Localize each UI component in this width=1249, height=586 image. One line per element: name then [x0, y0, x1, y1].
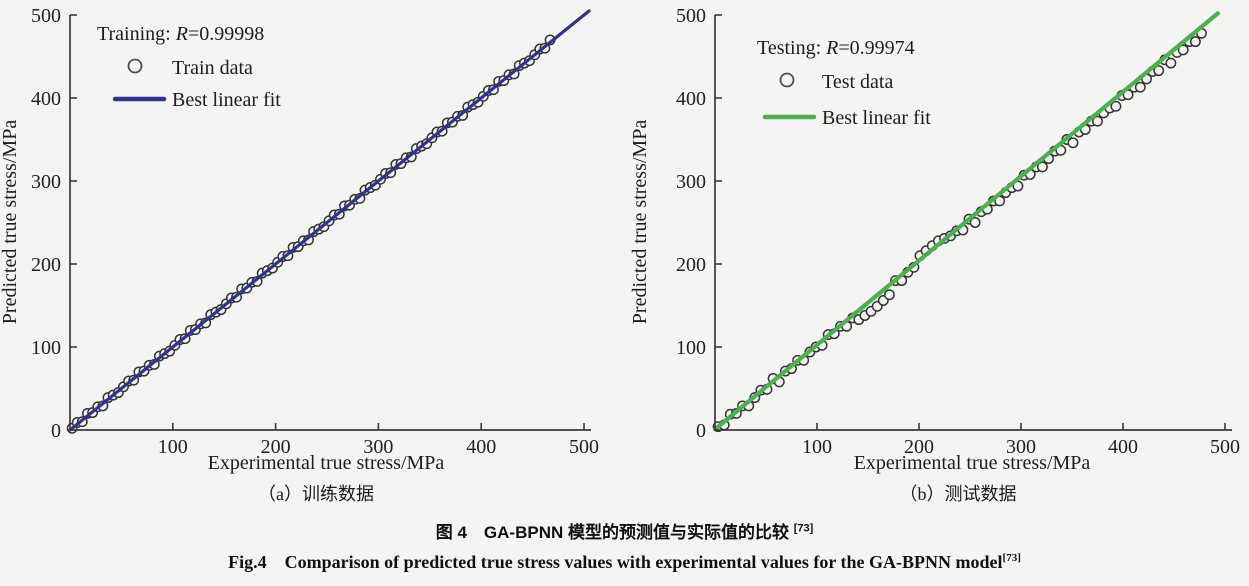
y-tick-label: 500 — [31, 5, 61, 27]
legend-circle-marker — [127, 58, 143, 74]
figure-caption-zh-text: 图 4 GA-BPNN 模型的预测值与实际值的比较 — [435, 523, 794, 542]
x-tick-label: 500 — [569, 436, 599, 458]
y-tick-label: 200 — [31, 254, 61, 276]
x-axis-label: Experimental true stress/MPa — [208, 452, 445, 474]
figure-caption-en-ref: [73] — [1002, 552, 1021, 564]
chart-training-scatter: 100 200 300 400 500 0 100 200 300 400 500 Experimen… — [0, 5, 599, 504]
legend-label-data: Test data — [822, 71, 893, 93]
y-tick-label: 100 — [31, 337, 61, 359]
x-tick-label: 200 — [904, 436, 934, 458]
panel-title: Training: R=0.99998 — [97, 23, 264, 45]
x-axis-label: Experimental true stress/MPa — [854, 452, 1091, 474]
y-tick-label: 300 — [676, 171, 706, 193]
panel-caption: （b）测试数据 — [900, 484, 1017, 504]
data-point — [1067, 137, 1079, 149]
best-fit-line — [68, 9, 591, 432]
axes-spines — [69, 15, 591, 431]
data-point — [1110, 100, 1122, 112]
legend-circle-marker — [779, 72, 795, 88]
figure-caption-en: Fig.4 Comparison of predicted true stres… — [0, 548, 1249, 574]
chart-testing-scatter: 100 200 300 400 500 0 100 200 300 400 500 Experimen… — [629, 5, 1240, 504]
y-tick-label: 500 — [676, 5, 706, 27]
data-point — [1165, 57, 1177, 69]
x-tick-label: 400 — [466, 436, 496, 458]
figure-caption-zh-ref: [73] — [793, 522, 814, 535]
best-fit-line — [712, 11, 1221, 432]
x-tick-label: 300 — [1006, 436, 1036, 458]
charts-row: 100 200 300 400 500 0 100 200 300 400 500 Experimen… — [0, 5, 1240, 504]
data-point — [1189, 36, 1201, 48]
y-tick-label: 0 — [51, 420, 61, 442]
y-axis-label: Predicted true stress/MPa — [629, 120, 651, 325]
legend-label-fit: Best linear fit — [822, 107, 931, 129]
x-tick-label: 400 — [1108, 436, 1138, 458]
x-tick-label: 100 — [802, 436, 832, 458]
y-tick-label: 400 — [676, 88, 706, 110]
axes-spines — [714, 15, 1232, 431]
y-tick-label: 0 — [696, 420, 706, 442]
legend-label-fit: Best linear fit — [172, 89, 281, 111]
x-tick-label: 100 — [158, 436, 188, 458]
y-tick-label: 400 — [31, 88, 61, 110]
x-tick-label: 300 — [363, 436, 393, 458]
data-point — [1153, 65, 1165, 77]
figure-caption-zh: 图 4 GA-BPNN 模型的预测值与实际值的比较 [73] — [0, 518, 1249, 543]
figure-caption-en-text: Fig.4 Comparison of predicted true stres… — [228, 552, 1003, 572]
panel-title: Testing: R=0.99974 — [757, 37, 915, 59]
data-point — [1092, 115, 1103, 127]
data-point — [883, 289, 895, 301]
y-tick-label: 100 — [676, 337, 706, 359]
data-point — [1134, 81, 1146, 93]
data-point — [1177, 44, 1189, 56]
x-tick-label: 500 — [1210, 436, 1240, 458]
panel-caption: （a）训练数据 — [258, 484, 374, 504]
y-axis-label: Predicted true stress/MPa — [0, 120, 21, 325]
legend-label-data: Train data — [172, 57, 253, 79]
data-point — [1036, 161, 1048, 173]
x-tick-label: 200 — [261, 436, 291, 458]
y-tick-label: 300 — [31, 171, 61, 193]
y-tick-label: 200 — [676, 254, 706, 276]
data-point — [969, 217, 981, 228]
